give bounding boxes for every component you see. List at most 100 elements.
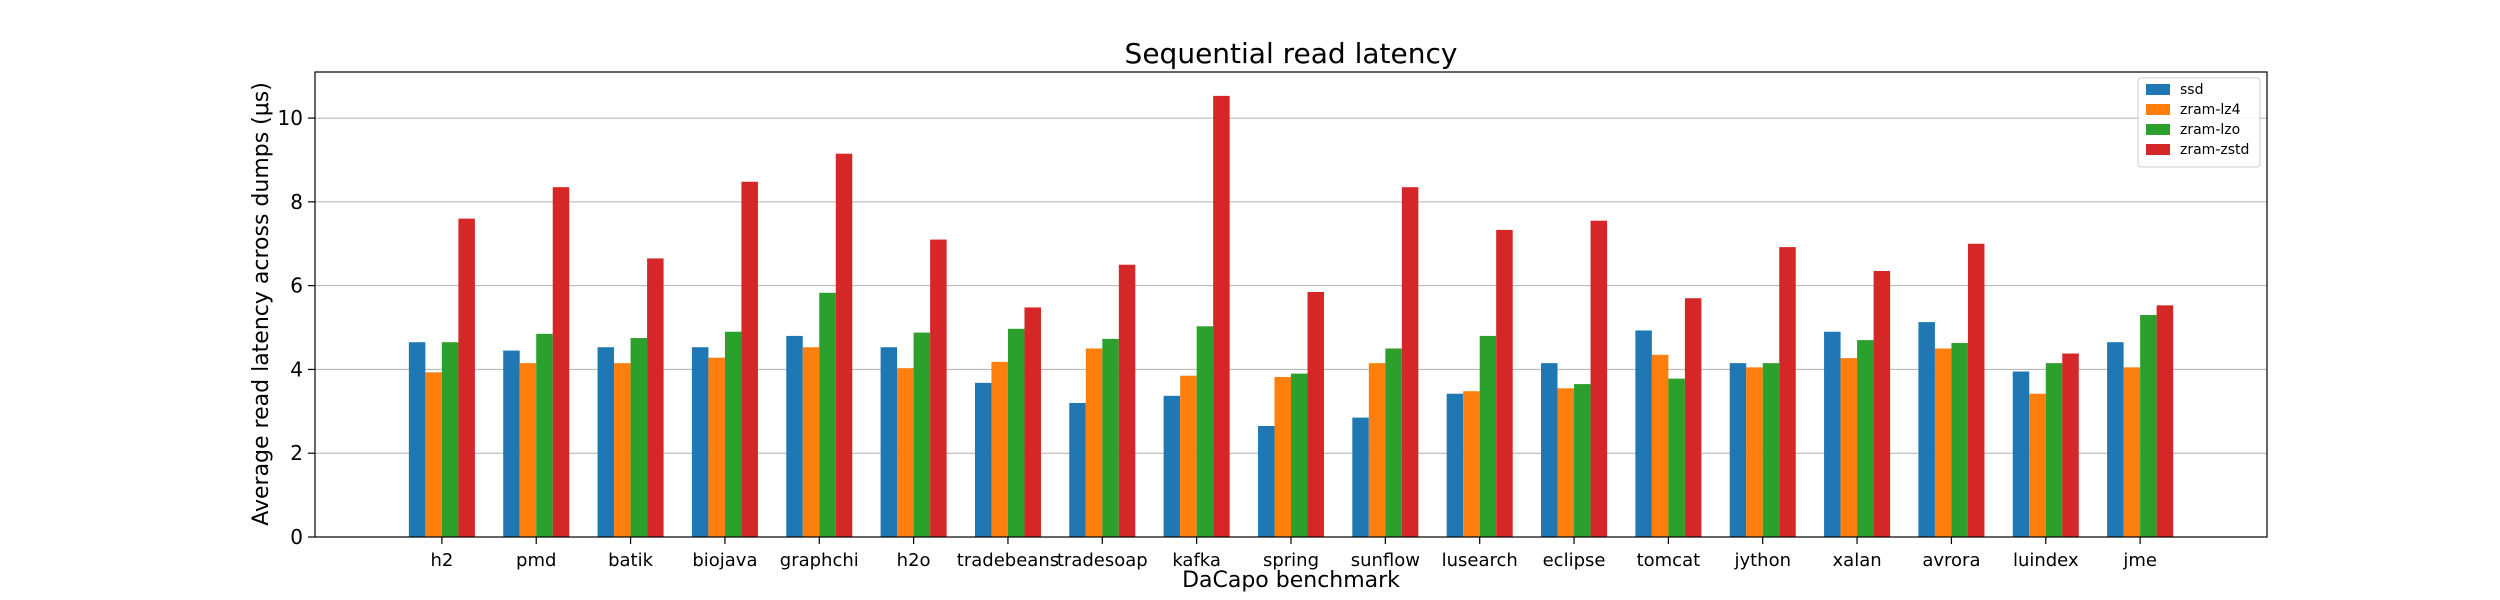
bar-ssd-jython — [1729, 363, 1747, 537]
bar-zram-lz4-tradebeans — [991, 361, 1008, 537]
bar-zram-lzo-eclipse — [1574, 384, 1591, 537]
bar-ssd-lusearch — [1446, 393, 1464, 537]
bar-ssd-luindex — [2012, 371, 2030, 537]
bar-zram-zstd-avrora — [1967, 243, 1985, 537]
x-tick-label-avrora: avrora — [1922, 550, 1980, 571]
bar-zram-zstd-kafka — [1213, 95, 1230, 537]
bar-zram-lz4-graphchi — [802, 347, 820, 537]
bar-ssd-pmd — [503, 350, 520, 537]
x-tick-label-spring: spring — [1263, 550, 1319, 571]
bar-zram-lzo-tomcat — [1668, 378, 1685, 537]
bar-zram-lzo-h2o — [913, 332, 931, 537]
bar-zram-lz4-jme — [2123, 367, 2141, 537]
legend-label-zram-zstd: zram-zstd — [2180, 142, 2249, 158]
bar-ssd-tradebeans — [974, 382, 992, 537]
bar-zram-zstd-jython — [1779, 247, 1796, 538]
y-axis-label: Average read latency across dumps (μs) — [249, 82, 274, 526]
bar-zram-lzo-sunflow — [1385, 348, 1402, 537]
x-tick-label-eclipse: eclipse — [1543, 550, 1606, 571]
bar-zram-zstd-lusearch — [1496, 229, 1513, 537]
bar-zram-lz4-biojava — [708, 357, 725, 537]
bar-zram-lz4-tomcat — [1651, 354, 1669, 537]
bar-ssd-sunflow — [1352, 417, 1369, 537]
bar-zram-lzo-lusearch — [1479, 335, 1497, 537]
x-tick-label-tradesoap: tradesoap — [1057, 550, 1148, 571]
bar-zram-lzo-graphchi — [819, 292, 836, 537]
legend-label-zram-lzo: zram-lzo — [2180, 122, 2240, 138]
bar-zram-zstd-h2 — [458, 218, 475, 537]
bar-zram-lz4-jython — [1746, 367, 1763, 537]
x-tick-label-graphchi: graphchi — [780, 550, 859, 571]
bar-zram-zstd-h2o — [930, 239, 947, 537]
bar-zram-lz4-batik — [614, 363, 631, 537]
bar-zram-zstd-tradebeans — [1024, 307, 1041, 537]
y-tick-label: 0 — [290, 525, 303, 549]
bar-zram-lz4-spring — [1274, 376, 1291, 537]
y-tick-label: 4 — [290, 357, 303, 381]
bar-ssd-kafka — [1163, 395, 1181, 537]
chart-title: Sequential read latency — [1125, 37, 1458, 70]
bar-zram-lzo-jme — [2140, 314, 2157, 537]
bar-zram-zstd-tradesoap — [1118, 264, 1136, 537]
x-tick-label-xalan: xalan — [1833, 550, 1882, 571]
bar-zram-lz4-lusearch — [1463, 391, 1480, 537]
bar-zram-lz4-tradesoap — [1085, 348, 1103, 537]
y-tick-label: 10 — [278, 106, 303, 130]
bars — [408, 95, 2174, 538]
bar-ssd-tradesoap — [1069, 402, 1086, 537]
legend-label-ssd: ssd — [2180, 82, 2203, 98]
y-tick-label: 8 — [290, 190, 303, 214]
bar-ssd-h2 — [408, 342, 426, 537]
bar-zram-lz4-kafka — [1180, 375, 1197, 537]
bar-zram-lzo-spring — [1291, 373, 1308, 537]
legend-label-zram-lz4: zram-lz4 — [2180, 102, 2241, 118]
legend-swatch-zram-lz4 — [2146, 104, 2170, 115]
x-axis: h2 pmd batik biojava graphchi h2o tradebeanstr… — [430, 537, 2157, 571]
legend: ssd zram-lz4 zram-lzo zram-zstd — [2137, 77, 2261, 168]
bar-zram-lz4-sunflow — [1368, 363, 1386, 537]
bar-zram-zstd-biojava — [741, 181, 758, 537]
bar-ssd-batik — [597, 347, 615, 537]
bar-zram-lzo-biojava — [724, 331, 742, 537]
bar-zram-zstd-eclipse — [1590, 220, 1608, 537]
bar-zram-lzo-xalan — [1857, 340, 1874, 537]
bar-zram-zstd-graphchi — [835, 153, 853, 537]
bar-zram-zstd-tomcat — [1684, 298, 1702, 537]
legend-swatch-zram-zstd — [2146, 144, 2170, 155]
bar-ssd-tomcat — [1635, 330, 1652, 537]
bar-zram-lzo-tradesoap — [1102, 338, 1119, 537]
bar-zram-lz4-h2 — [425, 372, 442, 537]
x-axis-label: DaCapo benchmark — [1182, 568, 1400, 593]
bar-zram-zstd-batik — [647, 258, 664, 537]
x-tick-label-tradebeans: tradebeans — [957, 550, 1059, 571]
bar-ssd-avrora — [1918, 322, 1935, 537]
y-tick-label: 2 — [290, 441, 303, 465]
legend-swatch-zram-lzo — [2146, 124, 2170, 135]
legend-swatch-ssd — [2146, 84, 2170, 95]
bar-zram-lz4-avrora — [1934, 348, 1952, 537]
bar-zram-lzo-luindex — [2045, 363, 2063, 537]
bar-ssd-spring — [1257, 425, 1275, 537]
bar-zram-lz4-eclipse — [1557, 388, 1575, 537]
bar-zram-lzo-kafka — [1196, 326, 1214, 537]
bar-ssd-jme — [2107, 342, 2124, 537]
x-tick-label-batik: batik — [608, 550, 654, 571]
x-tick-label-jme: jme — [2122, 550, 2157, 571]
x-tick-label-h2o: h2o — [897, 550, 931, 571]
bar-zram-zstd-jme — [2156, 305, 2174, 537]
bar-zram-lz4-luindex — [2029, 393, 2046, 537]
bar-zram-zstd-spring — [1307, 291, 1325, 537]
bar-zram-lz4-pmd — [519, 363, 537, 537]
bar-zram-zstd-pmd — [552, 187, 570, 537]
bar-ssd-eclipse — [1541, 363, 1558, 537]
bar-zram-lzo-batik — [630, 338, 648, 537]
bar-ssd-xalan — [1824, 331, 1841, 537]
bar-zram-zstd-luindex — [2062, 353, 2079, 537]
bar-ssd-graphchi — [786, 335, 803, 537]
y-tick-label: 6 — [290, 274, 303, 298]
x-tick-label-pmd: pmd — [516, 550, 556, 571]
bar-zram-lzo-avrora — [1951, 343, 1968, 537]
bar-ssd-h2o — [880, 347, 898, 537]
bar-zram-lzo-h2 — [441, 342, 459, 537]
